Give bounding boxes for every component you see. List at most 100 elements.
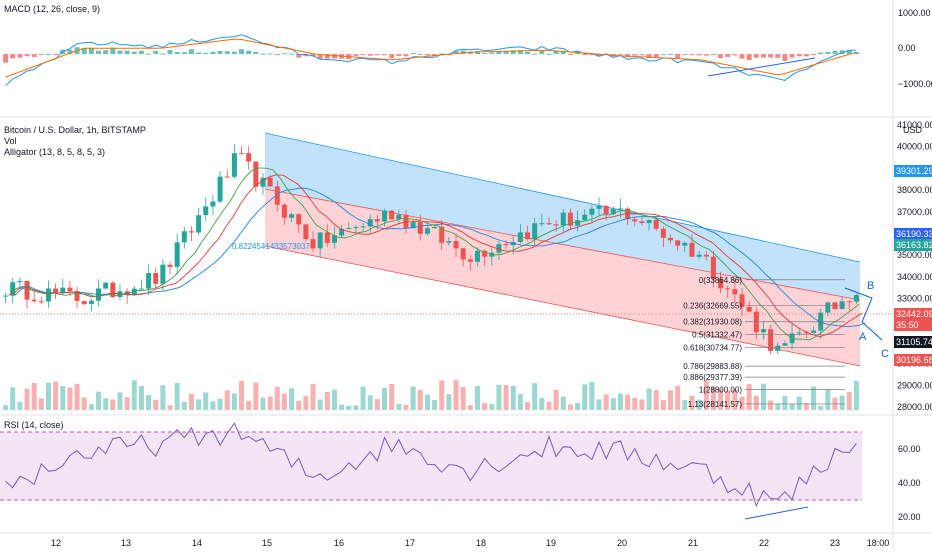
candle-body[interactable] [367, 219, 373, 227]
candle-body[interactable] [696, 254, 702, 257]
candle-body[interactable] [639, 221, 645, 224]
candle-body[interactable] [174, 242, 180, 267]
candle-body[interactable] [146, 273, 152, 289]
candle-body[interactable] [203, 206, 209, 216]
candle-body[interactable] [103, 282, 109, 289]
candle-body[interactable] [718, 278, 724, 289]
candle-body[interactable] [231, 153, 237, 177]
candle-body[interactable] [796, 332, 802, 334]
candle-body[interactable] [296, 214, 302, 225]
channel-lower-zone[interactable] [265, 189, 860, 366]
candle-body[interactable] [224, 176, 230, 178]
candle-body[interactable] [668, 237, 674, 241]
candle-body[interactable] [53, 288, 59, 294]
candle-body[interactable] [517, 232, 523, 243]
candle-body[interactable] [188, 231, 194, 233]
candle-body[interactable] [432, 226, 438, 229]
candle-body[interactable] [110, 282, 116, 298]
candle-body[interactable] [303, 224, 309, 240]
candle-body[interactable] [346, 228, 352, 230]
candle-body[interactable] [689, 242, 695, 257]
macd-divergence-line[interactable] [707, 57, 816, 77]
channel-bottom-line[interactable] [264, 245, 861, 367]
candle-body[interactable] [839, 301, 845, 310]
candle-body[interactable] [260, 177, 266, 187]
candle-body[interactable] [31, 299, 37, 302]
candle-body[interactable] [60, 287, 66, 294]
candle-body[interactable] [138, 288, 144, 290]
candle-body[interactable] [710, 256, 716, 279]
abc-pattern-line[interactable] [844, 287, 883, 341]
candle-body[interactable] [467, 259, 473, 262]
candle-body[interactable] [560, 212, 566, 226]
candle-body[interactable] [45, 288, 51, 302]
candle-body[interactable] [331, 235, 337, 243]
rsi-divergence-line[interactable] [744, 506, 809, 520]
candle-body[interactable] [17, 280, 23, 283]
candle-body[interactable] [267, 177, 273, 187]
candle-body[interactable] [589, 208, 595, 215]
channel-mid-line[interactable] [264, 188, 861, 301]
candle-body[interactable] [81, 300, 87, 305]
candle-body[interactable] [382, 210, 388, 222]
candle-body[interactable] [567, 212, 573, 226]
candle-body[interactable] [181, 231, 187, 243]
candle-body[interactable] [396, 214, 402, 220]
candle-body[interactable] [660, 228, 666, 238]
candle-body[interactable] [38, 301, 44, 303]
candle-body[interactable] [353, 227, 359, 229]
candle-body[interactable] [653, 219, 659, 229]
candle-body[interactable] [389, 210, 395, 220]
candle-body[interactable] [775, 345, 781, 351]
candle-body[interactable] [160, 264, 166, 284]
candle-body[interactable] [167, 264, 173, 267]
candle-body[interactable] [768, 329, 774, 351]
candle-body[interactable] [417, 222, 423, 234]
candle-body[interactable] [410, 222, 416, 229]
candle-body[interactable] [739, 294, 745, 307]
candle-body[interactable] [439, 226, 445, 243]
candle-body[interactable] [453, 241, 459, 249]
candle-body[interactable] [10, 282, 16, 296]
fib-retracement[interactable]: 0(33864.86) 0.236(32669.55) 0.382(31930.08… [683, 276, 845, 409]
candle-body[interactable] [196, 215, 202, 233]
candle-body[interactable] [732, 289, 738, 295]
candle-body[interactable] [682, 242, 688, 246]
candle-body[interactable] [853, 295, 859, 302]
candle-body[interactable] [131, 288, 137, 296]
candle-body[interactable] [281, 204, 287, 218]
candle-body[interactable] [725, 288, 731, 290]
candle-body[interactable] [625, 208, 631, 220]
candle-body[interactable] [253, 161, 259, 187]
candle-body[interactable] [582, 214, 588, 221]
candle-body[interactable] [482, 250, 488, 257]
candle-body[interactable] [310, 239, 316, 249]
candle-body[interactable] [217, 176, 223, 202]
candle-body[interactable] [360, 226, 366, 228]
candle-body[interactable] [374, 219, 380, 222]
candle-body[interactable] [575, 220, 581, 226]
candle-body[interactable] [603, 205, 609, 215]
candle-body[interactable] [782, 343, 788, 346]
candle-body[interactable] [646, 219, 652, 224]
candle-body[interactable] [503, 244, 509, 246]
candle-body[interactable] [460, 248, 466, 260]
candle-body[interactable] [210, 201, 216, 207]
candle-body[interactable] [846, 301, 852, 303]
candle-body[interactable] [24, 280, 30, 300]
candle-body[interactable] [532, 223, 538, 240]
candle-body[interactable] [525, 232, 531, 240]
candle-body[interactable] [153, 273, 159, 284]
candle-body[interactable] [317, 232, 323, 249]
candle-body[interactable] [67, 287, 73, 292]
candle-body[interactable] [546, 223, 552, 225]
candle-body[interactable] [239, 153, 245, 155]
candle-body[interactable] [553, 224, 559, 226]
candle-body[interactable] [539, 223, 545, 225]
candle-body[interactable] [274, 186, 280, 205]
candle-body[interactable] [324, 232, 330, 243]
candle-body[interactable] [610, 209, 616, 215]
candle-body[interactable] [632, 219, 638, 222]
